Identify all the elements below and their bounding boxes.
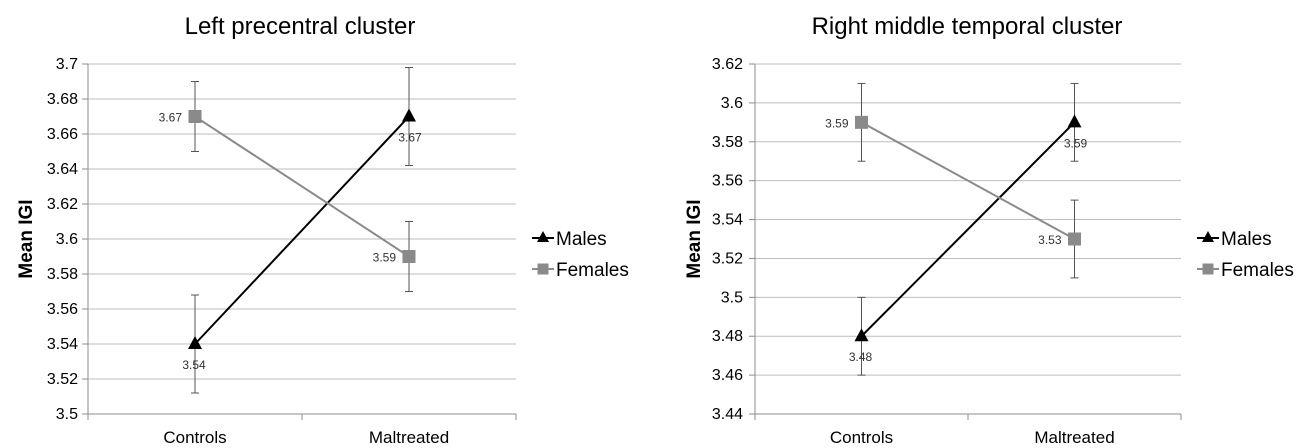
- y-tick-label: 3.54: [47, 336, 78, 353]
- series-line: [861, 121, 1075, 240]
- data-point: [188, 110, 202, 123]
- series-males: 3.54 3.67: [182, 67, 422, 394]
- y-tick-label: 3.62: [712, 56, 743, 73]
- data-label: 3.54: [182, 358, 206, 372]
- data-point: [188, 336, 202, 349]
- y-tick-label: 3.44: [712, 406, 743, 423]
- legend-marker: [537, 263, 549, 275]
- legend-item-females: Females: [532, 260, 629, 281]
- series-line: [194, 115, 410, 258]
- data-label: 3.48: [849, 350, 873, 364]
- y-axis-label: Mean IGI: [684, 199, 705, 278]
- y-tick-label: 3.62: [47, 196, 78, 213]
- data-label: 3.59: [1064, 136, 1088, 150]
- legend-marker: [1202, 231, 1214, 242]
- chart-title: Left precentral cluster: [185, 13, 416, 40]
- series-males: 3.48 3.59: [849, 82, 1088, 376]
- y-tick-label: 3.52: [47, 371, 78, 388]
- legend-item-females: Females: [1197, 260, 1294, 281]
- y-tick-label: 3.68: [47, 91, 78, 108]
- data-point: [1068, 232, 1081, 246]
- y-tick-label: 3.7: [56, 56, 78, 73]
- chart-title: Right middle temporal cluster: [812, 13, 1123, 40]
- data-label: 3.59: [825, 116, 849, 130]
- data-label: 3.67: [159, 111, 183, 125]
- series-line: [860, 121, 1076, 337]
- x-tick-label: Controls: [163, 428, 226, 447]
- y-tick-label: 3.5: [56, 406, 78, 423]
- x-tick-label: Controls: [830, 428, 893, 447]
- legend-label: Females: [1221, 260, 1294, 281]
- y-tick-label: 3.58: [47, 266, 78, 283]
- y-tick-label: 3.56: [47, 301, 78, 318]
- series-females: 3.59 3.53: [825, 82, 1081, 279]
- legend-marker: [1202, 263, 1214, 275]
- y-tick-label: 3.56: [712, 173, 743, 190]
- y-tick-label: 3.46: [712, 367, 743, 384]
- y-axis-label: Mean IGI: [16, 199, 37, 278]
- chart-1: Left precentral cluster Mean IGI 3.5 3.52 3.…: [16, 13, 629, 447]
- series-females: 3.67 3.59: [159, 81, 416, 292]
- data-label: 3.53: [1038, 233, 1062, 247]
- data-point: [1067, 114, 1082, 128]
- y-tick-label: 3.6: [56, 231, 78, 248]
- data-point: [402, 250, 416, 263]
- legend-label: Males: [556, 229, 607, 250]
- chart-2: Right middle temporal cluster Mean IGI 3.4…: [684, 13, 1294, 447]
- y-tick-label: 3.48: [712, 328, 743, 345]
- y-tick-label: 3.58: [712, 134, 743, 151]
- x-tick-label: Maltreated: [1034, 428, 1114, 447]
- series-line: [194, 115, 410, 345]
- y-tick-label: 3.6: [721, 95, 743, 112]
- x-tick-label: Maltreated: [369, 428, 449, 447]
- y-tick-label: 3.66: [47, 126, 78, 143]
- data-point: [854, 328, 869, 342]
- y-tick-label: 3.54: [712, 212, 743, 229]
- legend: Males Females: [1197, 229, 1294, 281]
- legend-label: Females: [556, 260, 629, 281]
- data-point: [855, 115, 868, 129]
- data-point: [402, 108, 416, 122]
- y-tick-label: 3.64: [47, 161, 78, 178]
- legend: Males Females: [532, 229, 629, 281]
- legend-marker: [537, 231, 549, 242]
- legend-label: Males: [1221, 229, 1272, 250]
- y-tick-label: 3.52: [712, 250, 743, 267]
- y-tick-label: 3.5: [721, 289, 743, 306]
- legend-item-males: Males: [1197, 229, 1272, 250]
- data-label: 3.67: [398, 131, 422, 145]
- data-label: 3.59: [373, 251, 397, 265]
- legend-item-males: Males: [532, 229, 607, 250]
